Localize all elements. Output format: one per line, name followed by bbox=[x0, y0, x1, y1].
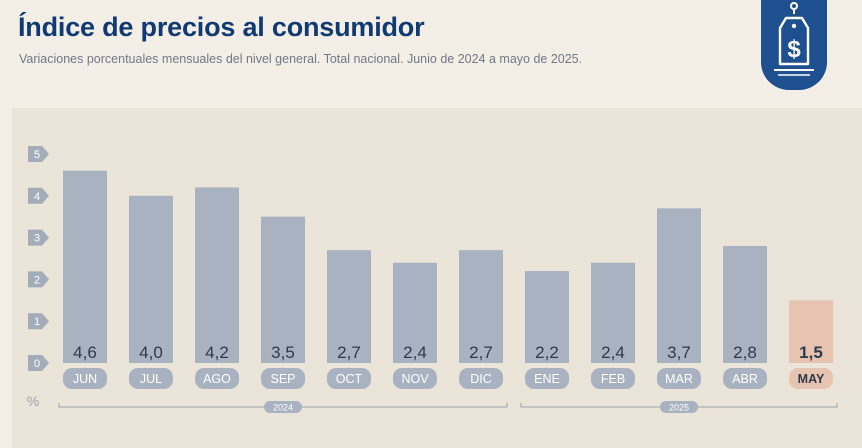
category-pill bbox=[723, 368, 767, 389]
category-pill bbox=[261, 368, 305, 389]
category-pill bbox=[789, 368, 833, 389]
category-label: JUL bbox=[140, 372, 162, 386]
svg-text:$: $ bbox=[787, 36, 801, 63]
bar bbox=[327, 250, 371, 363]
category-label: ENE bbox=[534, 372, 560, 386]
bar bbox=[195, 187, 239, 363]
category-pill bbox=[525, 368, 569, 389]
bar-value-label: 2,8 bbox=[733, 343, 757, 362]
category-label: FEB bbox=[601, 372, 625, 386]
bar-value-label: 2,2 bbox=[535, 343, 559, 362]
category-label: NOV bbox=[401, 372, 429, 386]
y-tick-marker bbox=[28, 355, 49, 371]
bar-value-label: 3,5 bbox=[271, 343, 295, 362]
year-pill bbox=[264, 401, 302, 413]
bar bbox=[657, 208, 701, 363]
y-tick-label: 5 bbox=[34, 149, 40, 161]
category-pill bbox=[327, 368, 371, 389]
y-tick-marker bbox=[28, 271, 49, 288]
bar-value-label: 4,0 bbox=[139, 343, 163, 362]
year-label: 2024 bbox=[273, 403, 293, 413]
y-tick-label: 0 bbox=[34, 358, 40, 370]
bar bbox=[393, 262, 437, 363]
category-label: SEP bbox=[270, 372, 295, 386]
y-tick-label: 4 bbox=[34, 191, 40, 203]
category-pill bbox=[129, 368, 173, 389]
y-tick-marker bbox=[28, 313, 49, 330]
y-tick-marker bbox=[28, 146, 49, 162]
bar-value-label: 2,7 bbox=[337, 343, 361, 362]
category-label: DIC bbox=[470, 372, 492, 386]
category-label: JUN bbox=[73, 372, 97, 386]
page-title: Índice de precios al consumidor bbox=[18, 12, 425, 42]
y-tick-label: 2 bbox=[34, 274, 40, 286]
bar-value-label: 3,7 bbox=[667, 343, 691, 362]
bar-value-label: 2,4 bbox=[403, 343, 427, 362]
bar bbox=[261, 216, 305, 363]
year-label: 2025 bbox=[669, 403, 689, 413]
bar-value-label: 2,4 bbox=[601, 343, 625, 362]
category-pill bbox=[459, 368, 503, 389]
bar bbox=[591, 262, 635, 363]
bar-value-label: 4,2 bbox=[205, 343, 229, 362]
bar bbox=[789, 300, 833, 363]
bar-value-label: 4,6 bbox=[73, 343, 97, 362]
bar-value-label: 1,5 bbox=[799, 343, 823, 362]
category-label: MAR bbox=[665, 372, 693, 386]
bar-value-label: 2,7 bbox=[469, 343, 493, 362]
y-tick-label: 3 bbox=[34, 233, 40, 245]
price-tag-dollar-icon: $ bbox=[774, 2, 814, 76]
bar bbox=[459, 250, 503, 363]
bar bbox=[525, 271, 569, 363]
category-label: ABR bbox=[732, 372, 758, 386]
y-tick-label: 1 bbox=[34, 316, 40, 328]
category-pill bbox=[63, 368, 107, 389]
category-pill bbox=[393, 368, 437, 389]
category-label: AGO bbox=[203, 372, 231, 386]
page-subtitle: Variaciones porcentuales mensuales del n… bbox=[19, 52, 583, 66]
price-tag-badge: $ bbox=[761, 0, 827, 90]
year-pill bbox=[660, 401, 698, 413]
bar bbox=[129, 195, 173, 363]
category-label: OCT bbox=[336, 372, 363, 386]
y-tick-marker bbox=[28, 187, 49, 204]
y-unit-label: % bbox=[27, 393, 39, 409]
category-pill bbox=[195, 368, 239, 389]
bar bbox=[723, 245, 767, 363]
category-label: MAY bbox=[798, 372, 825, 386]
category-pill bbox=[591, 368, 635, 389]
bar bbox=[63, 170, 107, 363]
category-pill bbox=[657, 368, 701, 389]
y-tick-marker bbox=[28, 229, 49, 246]
